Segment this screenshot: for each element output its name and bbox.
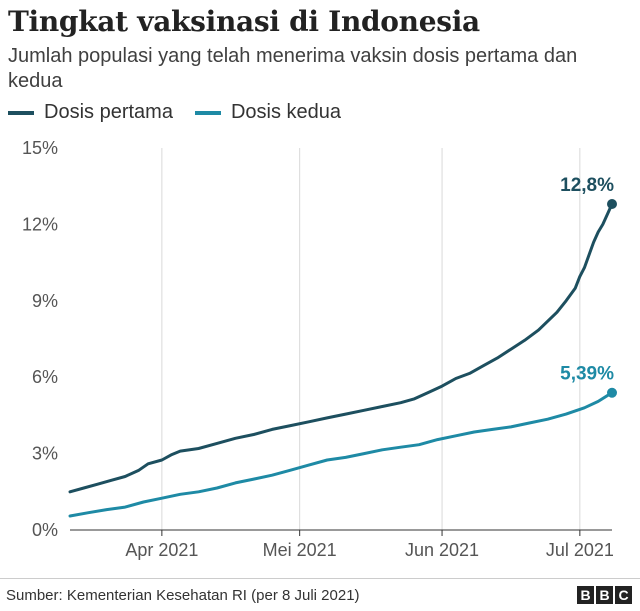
end-label-dosis-pertama: 12,8% [560, 175, 614, 196]
x-tick-label: Jul 2021 [546, 540, 614, 560]
chart-subtitle: Jumlah populasi yang telah menerima vaks… [8, 45, 578, 92]
bbc-logo-letter: C [615, 586, 632, 604]
chart-title: Tingkat vaksinasi di Indonesia [8, 5, 480, 38]
legend: Dosis pertama Dosis kedua [8, 101, 363, 124]
footer-divider [0, 578, 640, 579]
legend-label-dosis-pertama: Dosis pertama [44, 101, 173, 123]
y-tick-label: 12% [22, 214, 58, 234]
legend-label-dosis-kedua: Dosis kedua [230, 101, 341, 123]
legend-swatch-dosis-kedua [194, 110, 221, 115]
end-point-dosis-kedua [607, 387, 617, 398]
y-tick-label: 0% [32, 520, 58, 540]
legend-item-dosis-pertama: Dosis pertama [8, 101, 173, 124]
series-line-dosis-kedua [68, 391, 614, 518]
legend-swatch-dosis-pertama [8, 110, 34, 115]
end-point-dosis-pertama [607, 199, 617, 210]
series-line-dosis-pertama [68, 202, 614, 494]
y-tick-label: 15% [22, 138, 58, 158]
bbc-logo-letter: B [596, 586, 613, 604]
line-chart: Apr 2021 Mei 2021 Jun 2021 Jul 2021 0% 3% 6% 9%… [22, 138, 617, 560]
y-tick-label: 3% [32, 444, 58, 464]
bbc-logo: B B C [575, 586, 632, 604]
y-tick-label: 6% [32, 367, 58, 387]
x-tick-label: Mei 2021 [263, 540, 337, 560]
legend-item-dosis-kedua: Dosis kedua [194, 101, 341, 124]
x-tick-label: Apr 2021 [125, 540, 198, 560]
end-label-dosis-kedua: 5,39% [560, 364, 614, 385]
bbc-logo-letter: B [577, 586, 594, 604]
y-tick-label: 9% [32, 291, 58, 311]
source-note: Sumber: Kementerian Kesehatan RI (per 8 … [6, 587, 360, 604]
x-tick-label: Jun 2021 [405, 540, 479, 560]
